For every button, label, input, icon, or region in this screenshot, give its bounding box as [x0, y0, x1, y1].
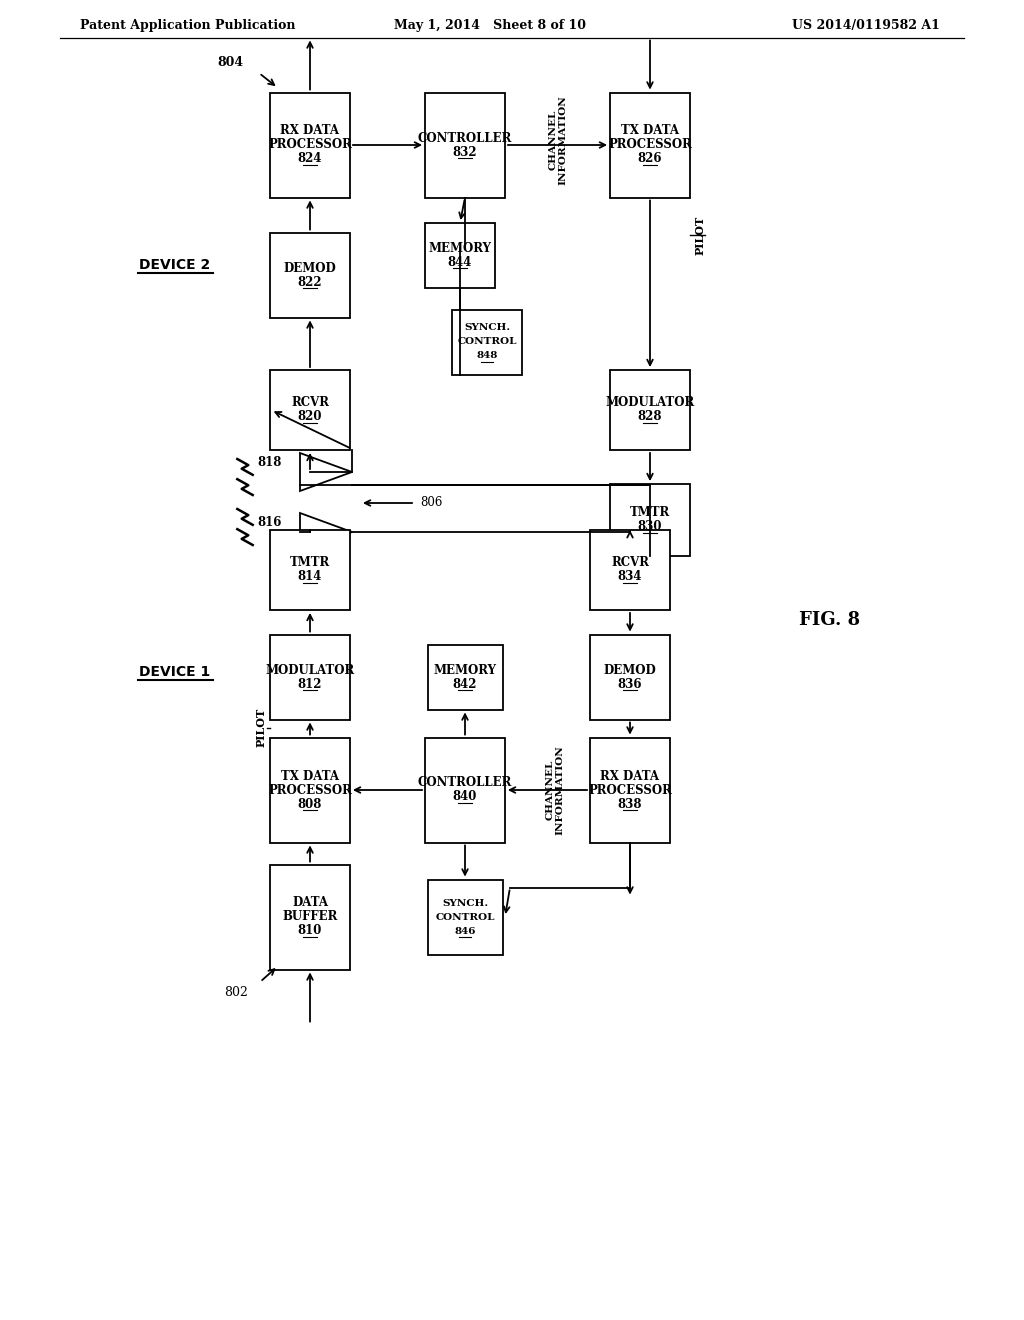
Text: 818: 818 — [258, 455, 282, 469]
Text: FIG. 8: FIG. 8 — [800, 611, 860, 630]
Text: RX DATA: RX DATA — [281, 124, 340, 137]
Text: 836: 836 — [617, 677, 642, 690]
Text: MODULATOR: MODULATOR — [265, 664, 354, 676]
Text: 840: 840 — [453, 791, 477, 804]
Text: DEMOD: DEMOD — [603, 664, 656, 676]
Text: 802: 802 — [224, 986, 248, 999]
Text: PROCESSOR: PROCESSOR — [608, 139, 692, 152]
Text: TMTR: TMTR — [290, 557, 330, 569]
Text: CONTROL: CONTROL — [458, 338, 517, 346]
Text: 842: 842 — [453, 677, 477, 690]
Text: MEMORY: MEMORY — [428, 242, 492, 255]
FancyBboxPatch shape — [590, 635, 670, 719]
Text: MODULATOR: MODULATOR — [605, 396, 694, 409]
FancyBboxPatch shape — [270, 92, 350, 198]
Text: 822: 822 — [298, 276, 323, 289]
Text: US 2014/0119582 A1: US 2014/0119582 A1 — [793, 18, 940, 32]
Text: DATA: DATA — [292, 896, 328, 909]
Text: Patent Application Publication: Patent Application Publication — [80, 18, 296, 32]
FancyBboxPatch shape — [270, 232, 350, 318]
FancyBboxPatch shape — [590, 531, 670, 610]
Text: 816: 816 — [258, 516, 282, 528]
Text: RX DATA: RX DATA — [600, 770, 659, 783]
Text: 826: 826 — [638, 153, 663, 165]
Text: 846: 846 — [455, 927, 476, 936]
Text: CONTROLLER: CONTROLLER — [418, 132, 512, 144]
FancyBboxPatch shape — [427, 879, 503, 954]
Text: 820: 820 — [298, 411, 323, 424]
Text: PROCESSOR: PROCESSOR — [588, 784, 672, 796]
Text: RCVR: RCVR — [291, 396, 329, 409]
Text: 810: 810 — [298, 924, 323, 937]
Text: 832: 832 — [453, 145, 477, 158]
Text: 808: 808 — [298, 797, 323, 810]
Text: PROCESSOR: PROCESSOR — [268, 784, 352, 796]
Text: DEMOD: DEMOD — [284, 261, 336, 275]
Text: TX DATA: TX DATA — [281, 770, 339, 783]
Text: CONTROLLER: CONTROLLER — [418, 776, 512, 789]
Text: 848: 848 — [476, 351, 498, 360]
Text: 804: 804 — [217, 55, 243, 69]
FancyBboxPatch shape — [452, 309, 522, 375]
Text: CHANNEL
INFORMATION: CHANNEL INFORMATION — [548, 95, 567, 185]
Text: CONTROL: CONTROL — [435, 912, 495, 921]
Text: PILOT: PILOT — [695, 215, 706, 255]
Text: 806: 806 — [420, 496, 442, 510]
FancyBboxPatch shape — [270, 738, 350, 842]
FancyBboxPatch shape — [270, 370, 350, 450]
FancyBboxPatch shape — [610, 484, 690, 556]
Text: BUFFER: BUFFER — [283, 911, 338, 924]
Text: 834: 834 — [617, 570, 642, 583]
Text: 824: 824 — [298, 153, 323, 165]
Text: 844: 844 — [447, 256, 472, 268]
Text: TX DATA: TX DATA — [621, 124, 679, 137]
Text: PROCESSOR: PROCESSOR — [268, 139, 352, 152]
FancyBboxPatch shape — [270, 865, 350, 969]
FancyBboxPatch shape — [427, 644, 503, 710]
Text: 830: 830 — [638, 520, 663, 533]
FancyBboxPatch shape — [610, 370, 690, 450]
FancyBboxPatch shape — [425, 223, 495, 288]
FancyBboxPatch shape — [270, 531, 350, 610]
Text: CHANNEL
INFORMATION: CHANNEL INFORMATION — [546, 744, 564, 834]
Text: TMTR: TMTR — [630, 507, 670, 520]
Text: May 1, 2014   Sheet 8 of 10: May 1, 2014 Sheet 8 of 10 — [394, 18, 586, 32]
Text: RCVR: RCVR — [611, 557, 649, 569]
FancyBboxPatch shape — [610, 92, 690, 198]
FancyBboxPatch shape — [425, 738, 505, 842]
Text: 828: 828 — [638, 411, 663, 424]
Text: SYNCH.: SYNCH. — [464, 323, 510, 333]
Text: SYNCH.: SYNCH. — [442, 899, 488, 908]
Text: 812: 812 — [298, 677, 323, 690]
Text: DEVICE 1: DEVICE 1 — [139, 665, 211, 678]
Text: MEMORY: MEMORY — [433, 664, 497, 676]
FancyBboxPatch shape — [270, 635, 350, 719]
Text: 838: 838 — [617, 797, 642, 810]
FancyBboxPatch shape — [425, 92, 505, 198]
FancyBboxPatch shape — [590, 738, 670, 842]
Text: PILOT: PILOT — [256, 708, 267, 747]
Text: 814: 814 — [298, 570, 323, 583]
Text: DEVICE 2: DEVICE 2 — [139, 257, 211, 272]
